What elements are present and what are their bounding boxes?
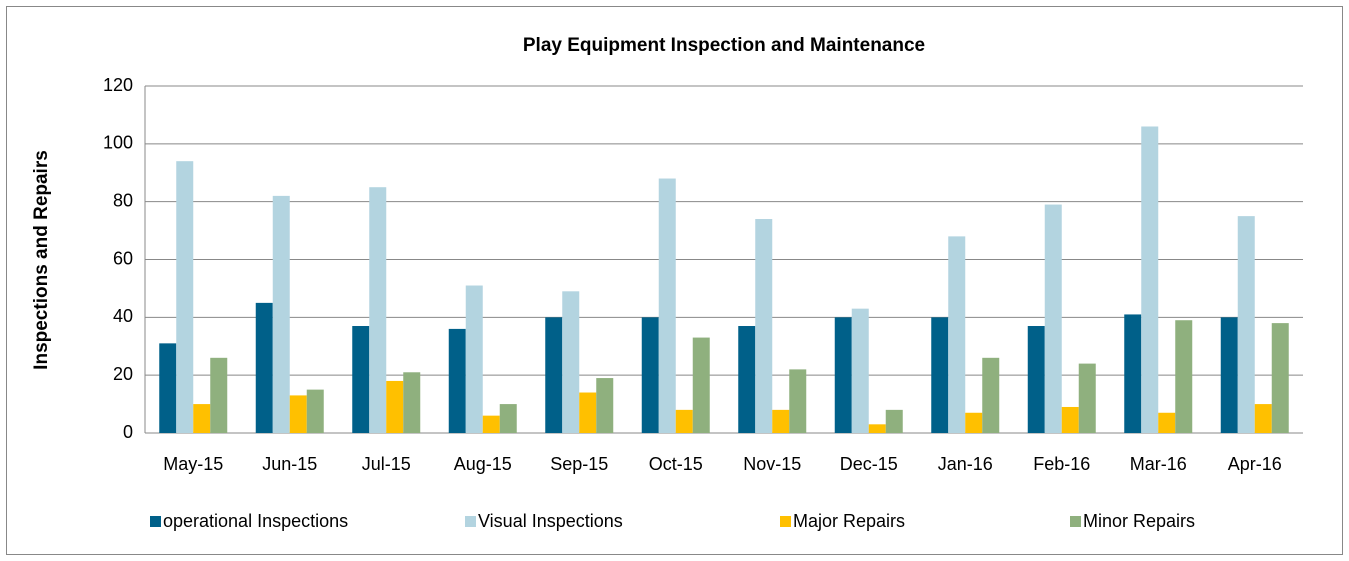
- bar: [403, 372, 421, 433]
- legend-swatch: [780, 516, 791, 527]
- bar: [465, 285, 483, 433]
- bar: [738, 326, 756, 433]
- legend-label: operational Inspections: [163, 511, 348, 531]
- bar: [885, 409, 903, 433]
- x-tick-label: Oct-15: [649, 454, 703, 474]
- bar: [868, 424, 886, 433]
- bar: [692, 337, 710, 433]
- bar: [658, 178, 676, 433]
- x-tick-label: Mar-16: [1130, 454, 1187, 474]
- bar: [982, 357, 1000, 433]
- bar: [1044, 204, 1062, 433]
- y-tick-label: 40: [113, 306, 133, 326]
- bar: [1220, 317, 1238, 433]
- x-tick-label: Apr-16: [1228, 454, 1282, 474]
- bar: [1271, 323, 1289, 433]
- legend-label: Major Repairs: [793, 511, 905, 531]
- bar: [851, 308, 869, 433]
- bar: [1061, 406, 1079, 433]
- bar: [482, 415, 500, 433]
- y-axis-label: Inspections and Repairs: [31, 150, 52, 370]
- bar: [499, 404, 517, 433]
- x-tick-label: Dec-15: [840, 454, 898, 474]
- legend-swatch: [1070, 516, 1081, 527]
- bar: [1124, 314, 1142, 433]
- bar: [272, 195, 290, 433]
- y-tick-label: 60: [113, 248, 133, 268]
- bar: [931, 317, 949, 433]
- x-tick-label: Jul-15: [362, 454, 411, 474]
- x-tick-label: Sep-15: [550, 454, 608, 474]
- bar: [545, 317, 563, 433]
- bar: [562, 291, 580, 433]
- legend-swatch: [465, 516, 476, 527]
- bar: [948, 236, 966, 433]
- bar: [1158, 412, 1176, 433]
- bar: [965, 412, 983, 433]
- x-tick-label: Jun-15: [262, 454, 317, 474]
- bar: [1254, 404, 1272, 433]
- x-tick-label: Jan-16: [938, 454, 993, 474]
- y-tick-label: 100: [103, 133, 133, 153]
- legend-label: Visual Inspections: [478, 511, 623, 531]
- bar: [579, 392, 597, 433]
- bar: [1078, 363, 1096, 433]
- bar: [448, 328, 466, 433]
- bar: [641, 317, 659, 433]
- bar: [1175, 320, 1193, 433]
- y-tick-label: 20: [113, 364, 133, 384]
- y-tick-label: 120: [103, 75, 133, 95]
- bar: [834, 317, 852, 433]
- x-tick-label: Aug-15: [454, 454, 512, 474]
- bar: [675, 409, 693, 433]
- bar: [789, 369, 807, 433]
- bar: [369, 187, 387, 433]
- x-tick-label: May-15: [163, 454, 223, 474]
- bar: [210, 357, 228, 433]
- x-tick-label: Feb-16: [1033, 454, 1090, 474]
- legend-label: Minor Repairs: [1083, 511, 1195, 531]
- bar: [193, 404, 211, 433]
- bar: [306, 389, 324, 433]
- bar: [1237, 216, 1255, 433]
- x-tick-label: Nov-15: [743, 454, 801, 474]
- y-tick-label: 0: [123, 422, 133, 442]
- bar: [159, 343, 177, 433]
- bar: [255, 302, 273, 433]
- bar: [596, 378, 614, 433]
- bar: [772, 409, 790, 433]
- bar: [755, 219, 773, 433]
- legend-swatch: [150, 516, 161, 527]
- chart-title: Play Equipment Inspection and Maintenanc…: [523, 35, 925, 56]
- bar: [176, 161, 194, 433]
- bar: [386, 380, 404, 433]
- bar: [1141, 126, 1159, 433]
- bar: [352, 326, 370, 433]
- bar: [289, 395, 307, 433]
- bar: [1027, 326, 1045, 433]
- y-tick-label: 80: [113, 190, 133, 210]
